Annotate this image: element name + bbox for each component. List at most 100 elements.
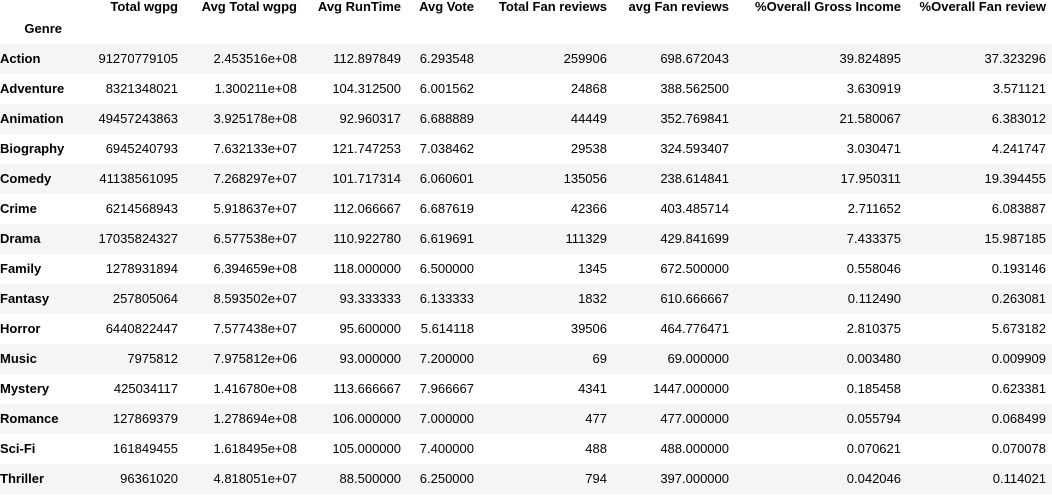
table-cell: 8.593502e+07 bbox=[213, 291, 297, 306]
row-genre-label: Music bbox=[0, 351, 37, 366]
table-cell: 5.918637e+07 bbox=[213, 201, 297, 216]
table-row: Romance 127869379 1.278694e+08 106.000000 7.… bbox=[0, 404, 1052, 434]
table-cell: 1.618495e+08 bbox=[213, 441, 297, 456]
table-cell: 0.009909 bbox=[991, 351, 1046, 366]
table-cell: 161849455 bbox=[112, 441, 178, 456]
table-cell: 429.841699 bbox=[660, 231, 729, 246]
row-genre-label: Mystery bbox=[0, 381, 50, 396]
table-cell: 39506 bbox=[570, 321, 607, 336]
table-cell: 105.000000 bbox=[332, 441, 401, 456]
table-cell: 7.975812e+06 bbox=[213, 351, 297, 366]
table-cell: 0.263081 bbox=[991, 291, 1046, 306]
table-cell: 388.562500 bbox=[660, 81, 729, 96]
table-cell: 39.824895 bbox=[839, 51, 901, 66]
table-cell: 403.485714 bbox=[660, 201, 729, 216]
row-genre-label: Sci-Fi bbox=[0, 441, 36, 456]
table-cell: 2.453516e+08 bbox=[213, 51, 297, 66]
row-genre-label: Romance bbox=[0, 411, 59, 426]
table-cell: 6.001562 bbox=[419, 81, 474, 96]
table-cell: 238.614841 bbox=[660, 171, 729, 186]
table-cell: 3.571121 bbox=[992, 81, 1046, 96]
column-header: %Overall Gross Income bbox=[755, 0, 901, 14]
table-row: Adventure 8321348021 1.300211e+08 104.31250… bbox=[0, 74, 1052, 104]
table-row: Biography 6945240793 7.632133e+07 121.74725… bbox=[0, 134, 1052, 164]
index-header-row: Genre bbox=[0, 14, 1052, 44]
row-genre-label: Action bbox=[0, 51, 41, 66]
column-header: avg Fan reviews bbox=[628, 0, 729, 14]
index-name-header: Genre bbox=[24, 21, 62, 36]
table-cell: 6.394659e+08 bbox=[213, 261, 297, 276]
table-cell: 96361020 bbox=[120, 471, 178, 486]
table-cell: 7.038462 bbox=[419, 141, 474, 156]
table-cell: 5.614118 bbox=[420, 321, 474, 336]
table-cell: 4.241747 bbox=[991, 141, 1046, 156]
table-cell: 7.268297e+07 bbox=[213, 171, 297, 186]
table-cell: 1345 bbox=[578, 261, 607, 276]
table-cell: 37.323296 bbox=[984, 51, 1046, 66]
row-genre-label: Drama bbox=[0, 231, 41, 246]
table-cell: 6.687619 bbox=[419, 201, 474, 216]
column-header: Total wgpg bbox=[110, 0, 178, 14]
table-cell: 111329 bbox=[565, 231, 607, 246]
table-cell: 1.278694e+08 bbox=[213, 411, 297, 426]
table-cell: 113.666667 bbox=[333, 381, 401, 396]
table-cell: 93.000000 bbox=[339, 351, 401, 366]
table-cell: 1278931894 bbox=[105, 261, 178, 276]
table-row: Sci-Fi 161849455 1.618495e+08 105.000000 7.4… bbox=[0, 434, 1052, 464]
table-row: Music 7975812 7.975812e+06 93.000000 7.20000… bbox=[0, 344, 1052, 374]
table-cell: 135056 bbox=[563, 171, 607, 186]
table-cell: 3.030471 bbox=[846, 141, 901, 156]
table-cell: 7.400000 bbox=[419, 441, 474, 456]
table-cell: 44449 bbox=[570, 111, 607, 126]
table-cell: 794 bbox=[585, 471, 607, 486]
table-cell: 7.632133e+07 bbox=[213, 141, 297, 156]
column-header: Avg RunTime bbox=[317, 0, 401, 14]
table-cell: 6.500000 bbox=[419, 261, 474, 276]
table-cell: 0.055794 bbox=[846, 411, 901, 426]
row-genre-label: Crime bbox=[0, 201, 37, 216]
column-header-row: Total wgpg Avg Total wgpg Avg RunTime Av… bbox=[0, 0, 1052, 14]
table-cell: 6.577538e+07 bbox=[213, 231, 297, 246]
table-cell: 91270779105 bbox=[98, 51, 178, 66]
table-row: Mystery 425034117 1.416780e+08 113.666667 7.… bbox=[0, 374, 1052, 404]
table-row: Drama 17035824327 6.577538e+07 110.922780 6.… bbox=[0, 224, 1052, 254]
table-cell: 4341 bbox=[578, 381, 607, 396]
table-cell: 29538 bbox=[570, 141, 607, 156]
table-cell: 127869379 bbox=[112, 411, 178, 426]
table-cell: 88.500000 bbox=[339, 471, 401, 486]
table-cell: 24868 bbox=[570, 81, 607, 96]
table-cell: 488.000000 bbox=[660, 441, 729, 456]
table-cell: 324.593407 bbox=[660, 141, 729, 156]
table-cell: 0.042046 bbox=[846, 471, 901, 486]
table-cell: 7.433375 bbox=[846, 231, 901, 246]
table-cell: 6.133333 bbox=[419, 291, 474, 306]
table-cell: 397.000000 bbox=[660, 471, 729, 486]
table-cell: 17035824327 bbox=[98, 231, 178, 246]
table-cell: 610.666667 bbox=[660, 291, 729, 306]
table-cell: 121.747253 bbox=[332, 141, 401, 156]
table-cell: 69.000000 bbox=[667, 351, 729, 366]
table-cell: 0.193146 bbox=[991, 261, 1046, 276]
row-genre-label: Comedy bbox=[0, 171, 52, 186]
table-cell: 6945240793 bbox=[105, 141, 178, 156]
table-cell: 0.558046 bbox=[846, 261, 901, 276]
table-cell: 7.966667 bbox=[419, 381, 474, 396]
table-cell: 6440822447 bbox=[105, 321, 178, 336]
table-cell: 8321348021 bbox=[105, 81, 178, 96]
table-cell: 21.580067 bbox=[839, 111, 901, 126]
table-cell: 0.185458 bbox=[846, 381, 901, 396]
table-cell: 0.112490 bbox=[847, 291, 901, 306]
table-cell: 2.810375 bbox=[846, 321, 901, 336]
table-row: Fantasy 257805064 8.593502e+07 93.333333 6.1… bbox=[0, 284, 1052, 314]
table-cell: 110.922780 bbox=[333, 231, 401, 246]
row-genre-label: Biography bbox=[0, 141, 65, 156]
table-cell: 6.619691 bbox=[419, 231, 474, 246]
table-cell: 0.070621 bbox=[846, 441, 901, 456]
table-cell: 17.950311 bbox=[840, 171, 902, 186]
table-row: Comedy 41138561095 7.268297e+07 101.717314 6… bbox=[0, 164, 1052, 194]
table-cell: 2.711652 bbox=[847, 201, 901, 216]
row-genre-label: Family bbox=[0, 261, 42, 276]
table-cell: 15.987185 bbox=[984, 231, 1046, 246]
table-cell: 41138561095 bbox=[99, 171, 178, 186]
table-cell: 101.717314 bbox=[332, 171, 401, 186]
